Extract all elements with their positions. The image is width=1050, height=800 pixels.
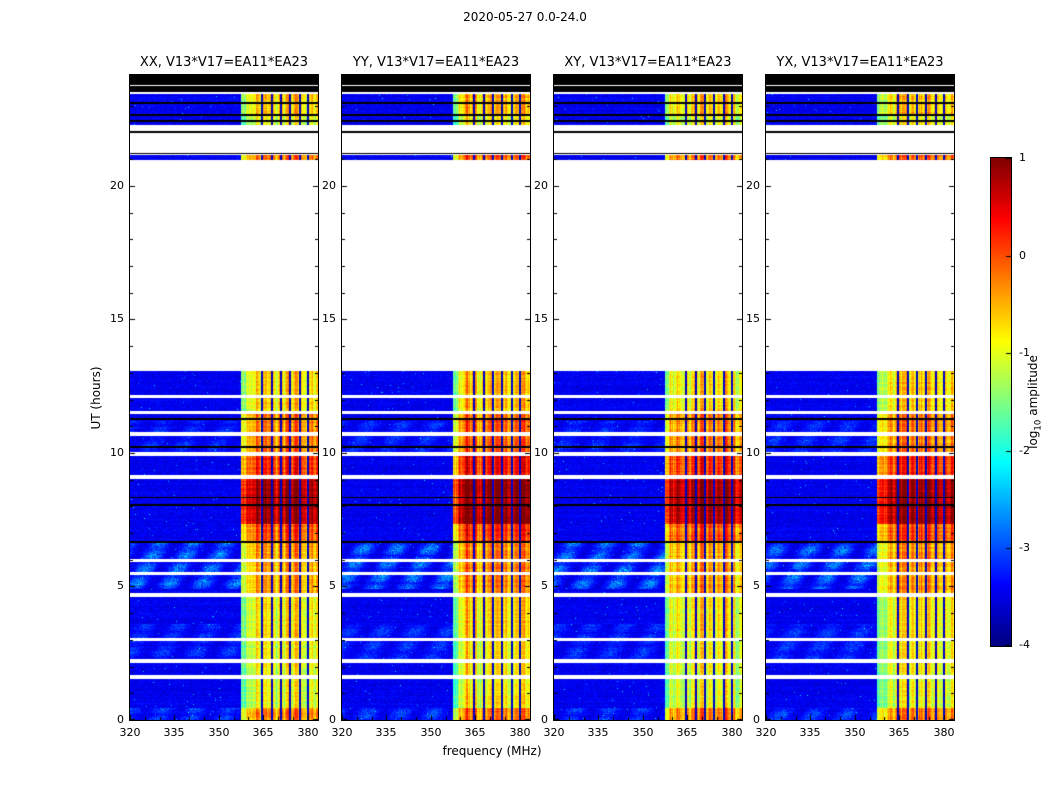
x-tick-label: 320: [755, 726, 777, 739]
y-tick-label: 20: [322, 179, 336, 192]
colorbar-label-subscript: 10: [1033, 419, 1044, 431]
spectrogram-canvas-yx: [766, 75, 954, 720]
y-tick-label: 10: [534, 446, 548, 459]
x-tick-label: 350: [420, 726, 442, 739]
y-tick-label: 15: [322, 312, 336, 325]
panel-title-yx: YX, V13*V17=EA11*EA23: [776, 55, 944, 70]
colorbar-tick-label: -3: [1019, 541, 1030, 554]
y-tick-label: 0: [541, 713, 548, 726]
x-tick-label: 320: [331, 726, 353, 739]
y-tick-label: 0: [117, 713, 124, 726]
y-tick-label: 5: [541, 579, 548, 592]
panel-title-yy: YY, V13*V17=EA11*EA23: [352, 55, 520, 70]
y-tick-label: 20: [534, 179, 548, 192]
y-tick-label: 15: [534, 312, 548, 325]
colorbar-canvas: [991, 158, 1011, 646]
colorbar: [990, 157, 1012, 647]
spectrogram-canvas-xy: [554, 75, 742, 720]
x-tick-label: 335: [163, 726, 185, 739]
y-tick-label: 20: [110, 179, 124, 192]
colorbar-tick-label: -2: [1019, 444, 1030, 457]
y-tick-label: 5: [329, 579, 336, 592]
x-tick-label: 320: [543, 726, 565, 739]
x-tick-label: 365: [888, 726, 910, 739]
spectrogram-canvas-xx: [130, 75, 318, 720]
colorbar-tick-label: -4: [1019, 638, 1030, 651]
y-tick-label: 10: [110, 446, 124, 459]
colorbar-tick-label: 0: [1019, 249, 1026, 262]
x-tick-label: 380: [297, 726, 319, 739]
x-tick-label: 335: [587, 726, 609, 739]
x-tick-label: 365: [676, 726, 698, 739]
y-axis-label: UT (hours): [89, 366, 103, 430]
x-tick-label: 380: [721, 726, 743, 739]
y-tick-label: 0: [753, 713, 760, 726]
x-tick-label: 335: [799, 726, 821, 739]
colorbar-label-suffix: amplitude: [1026, 355, 1040, 416]
spectrogram-panel-yx: YX, V13*V17=EA11*EA23: [765, 55, 955, 721]
x-tick-label: 380: [933, 726, 955, 739]
y-tick-label: 5: [753, 579, 760, 592]
colorbar-tick-label: -1: [1019, 346, 1030, 359]
x-tick-label: 350: [844, 726, 866, 739]
y-tick-label: 15: [746, 312, 760, 325]
spectrogram-panel-xx: XX, V13*V17=EA11*EA23: [129, 55, 319, 721]
spectrogram-panel-yy: YY, V13*V17=EA11*EA23: [341, 55, 531, 721]
figure-title: 2020-05-27 0.0-24.0: [463, 10, 587, 24]
x-tick-label: 380: [509, 726, 531, 739]
spectrogram-canvas-yy: [342, 75, 530, 720]
x-tick-label: 335: [375, 726, 397, 739]
y-tick-label: 0: [329, 713, 336, 726]
y-tick-label: 10: [322, 446, 336, 459]
y-tick-label: 15: [110, 312, 124, 325]
y-tick-label: 5: [117, 579, 124, 592]
y-tick-label: 20: [746, 179, 760, 192]
panel-title-xy: XY, V13*V17=EA11*EA23: [564, 55, 732, 70]
x-tick-label: 350: [632, 726, 654, 739]
y-tick-label: 10: [746, 446, 760, 459]
x-tick-label: 365: [464, 726, 486, 739]
x-axis-label: frequency (MHz): [442, 744, 542, 758]
panel-title-xx: XX, V13*V17=EA11*EA23: [139, 55, 309, 70]
x-tick-label: 350: [208, 726, 230, 739]
x-tick-label: 365: [252, 726, 274, 739]
spectrogram-panel-xy: XY, V13*V17=EA11*EA23: [553, 55, 743, 721]
x-tick-label: 320: [119, 726, 141, 739]
colorbar-tick-label: 1: [1019, 151, 1026, 164]
